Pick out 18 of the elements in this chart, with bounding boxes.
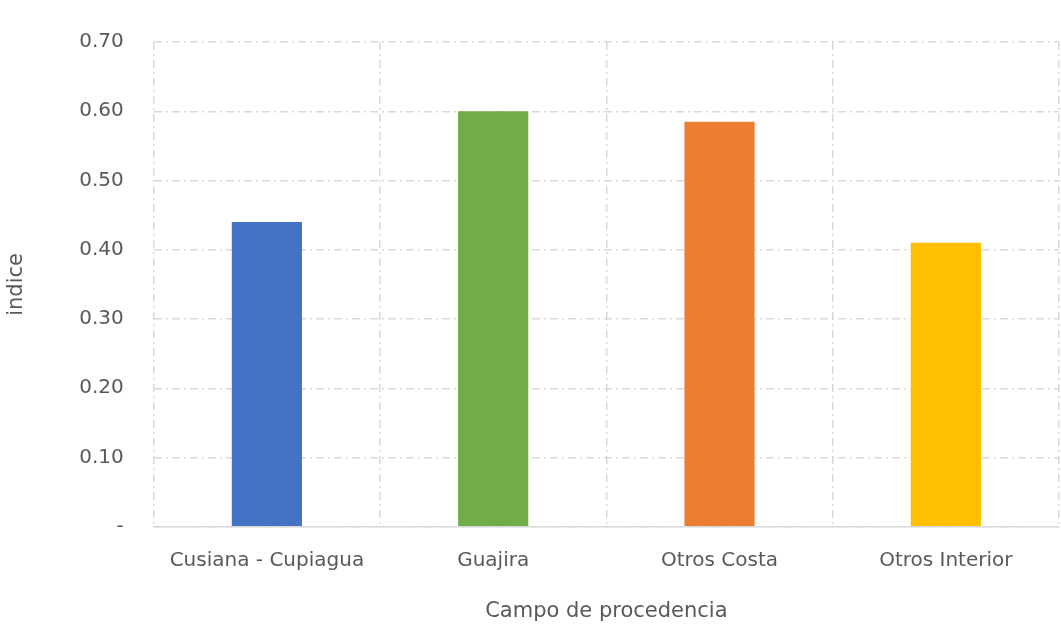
y-tick-label: 0.70: [79, 28, 124, 53]
y-tick-label: 0.20: [79, 374, 124, 399]
x-tick-label: Cusiana - Cupiagua: [169, 547, 365, 571]
x-tick-label: Otros Costa: [660, 547, 779, 571]
y-tick-label: -: [116, 513, 124, 537]
x-tick-label: Otros Interior: [879, 547, 1014, 571]
bar: [910, 242, 981, 527]
y-tick-label: 0.60: [79, 97, 124, 122]
y-tick-label: 0.30: [79, 305, 124, 330]
y-tick-label: 0.40: [79, 235, 124, 260]
y-tick-label: 0.50: [79, 166, 124, 191]
x-tick-label: Guajira: [457, 547, 530, 571]
y-axis-title: indice: [3, 253, 28, 316]
x-axis-title: Campo de procedencia: [485, 597, 728, 622]
y-tick-label: 0.10: [79, 443, 124, 468]
bar: [231, 222, 302, 527]
bar: [458, 111, 529, 527]
bar: [684, 121, 755, 527]
